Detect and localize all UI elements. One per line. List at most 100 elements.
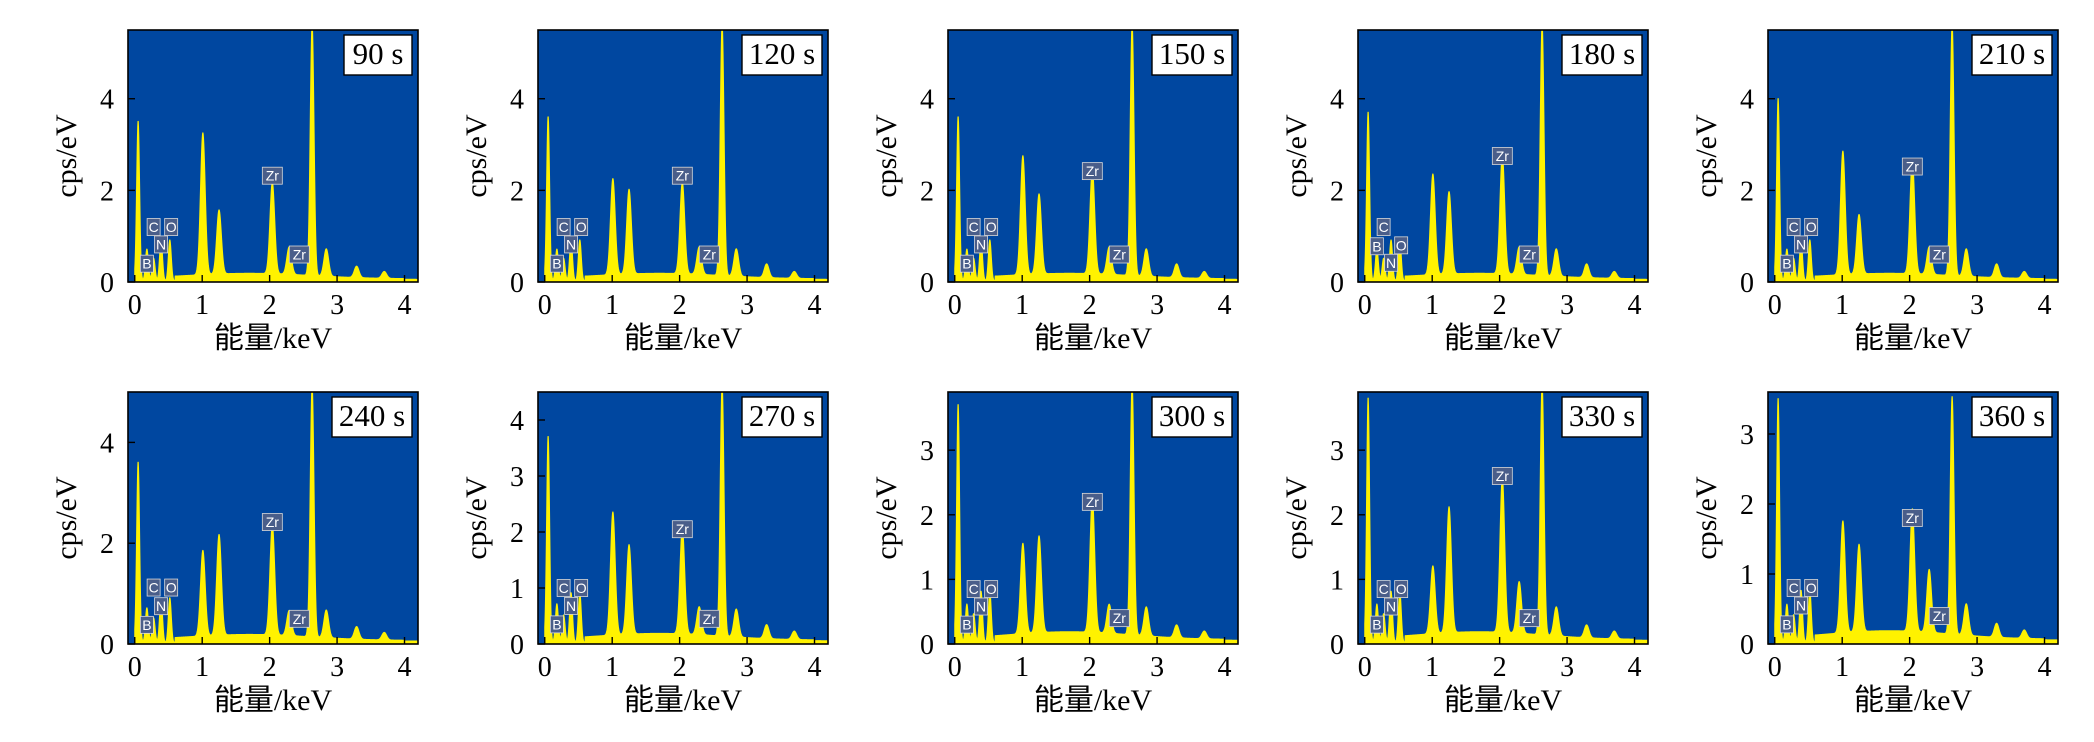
element-label-zr: Zr bbox=[698, 245, 720, 264]
y-tick-label: 2 bbox=[100, 529, 114, 560]
y-tick-label: 1 bbox=[1330, 565, 1344, 596]
svg-text:O: O bbox=[1396, 237, 1407, 253]
svg-text:Zr: Zr bbox=[293, 247, 307, 263]
y-tick-label: 0 bbox=[510, 630, 524, 661]
element-label-zr: Zr bbox=[1518, 245, 1540, 264]
x-tick-label: 4 bbox=[2038, 290, 2052, 321]
svg-text:270 s: 270 s bbox=[749, 398, 815, 433]
x-axis-label: 能量/keV bbox=[624, 684, 743, 717]
x-tick-label: 4 bbox=[398, 290, 412, 321]
x-axis-label: 能量/keV bbox=[214, 684, 333, 717]
element-label-zr: Zr bbox=[261, 513, 283, 531]
plot-frame bbox=[537, 391, 829, 645]
panel-120s: Zr Zr B CNO 0 1 2 3 4 0 2 4 能量/keV cps/eV 120 s bbox=[460, 29, 829, 355]
x-tick-label: 2 bbox=[1903, 290, 1917, 321]
x-tick-label: 2 bbox=[1493, 652, 1507, 683]
y-tick-label: 2 bbox=[510, 176, 524, 207]
y-axis-label: cps/eV bbox=[460, 476, 493, 560]
x-axis-label: 能量/keV bbox=[1034, 322, 1153, 355]
y-tick-label: 0 bbox=[1740, 268, 1754, 299]
y-tick-label: 4 bbox=[100, 85, 114, 116]
element-label-zr: Zr bbox=[1081, 162, 1103, 181]
x-axis-label: 能量/keV bbox=[1854, 684, 1973, 717]
y-tick-label: 0 bbox=[100, 630, 114, 661]
svg-text:Zr: Zr bbox=[1933, 608, 1947, 624]
element-label-b: B bbox=[1779, 615, 1794, 634]
y-tick-label: 4 bbox=[100, 428, 114, 459]
svg-text:C: C bbox=[149, 580, 159, 596]
y-axis-label: cps/eV bbox=[50, 476, 83, 560]
svg-text:240 s: 240 s bbox=[339, 398, 405, 433]
element-label-b: B bbox=[1779, 254, 1794, 273]
svg-text:Zr: Zr bbox=[1496, 468, 1510, 484]
element-label-o: O bbox=[984, 580, 999, 598]
x-tick-label: 1 bbox=[195, 652, 209, 683]
plot-frame bbox=[1357, 391, 1649, 645]
element-label-n: N bbox=[564, 235, 578, 254]
plot-frame bbox=[1357, 29, 1649, 283]
svg-text:210 s: 210 s bbox=[1979, 36, 2045, 71]
element-label-b: B bbox=[549, 615, 564, 634]
svg-text:O: O bbox=[166, 580, 177, 596]
element-label-b: B bbox=[1369, 237, 1384, 256]
element-label-b: B bbox=[139, 615, 154, 634]
x-tick-label: 3 bbox=[1970, 652, 1984, 683]
svg-text:B: B bbox=[1782, 256, 1791, 272]
x-tick-label: 3 bbox=[330, 290, 344, 321]
time-badge: 270 s bbox=[741, 396, 823, 438]
x-tick-label: 0 bbox=[1768, 652, 1782, 683]
element-label-n: N bbox=[154, 597, 168, 616]
element-label-o: O bbox=[1394, 236, 1409, 255]
element-label-o: O bbox=[1804, 218, 1819, 236]
panel-270s: Zr Zr B CNO 0 1 2 3 4 0 1 2 3 4 能量/keV cps/eV 270 s bbox=[460, 391, 829, 717]
element-label-zr: Zr bbox=[261, 166, 283, 185]
element-label-b: B bbox=[549, 254, 564, 273]
element-label-zr: Zr bbox=[1518, 609, 1540, 628]
x-tick-label: 3 bbox=[330, 652, 344, 683]
x-axis-label: 能量/keV bbox=[214, 322, 333, 355]
x-tick-label: 0 bbox=[128, 652, 142, 683]
x-tick-label: 2 bbox=[1493, 290, 1507, 321]
spectrum-area bbox=[134, 30, 418, 282]
y-tick-label: 0 bbox=[1330, 268, 1344, 299]
y-axis-label: cps/eV bbox=[50, 114, 83, 198]
panel-150s: Zr Zr B CNO 0 1 2 3 4 0 2 4 能量/keV cps/eV 150 s bbox=[870, 29, 1239, 355]
panel-240s: Zr Zr B CNO 0 1 2 3 4 0 2 4 能量/keV cps/eV 240 s bbox=[50, 391, 419, 717]
svg-text:B: B bbox=[962, 256, 971, 272]
svg-text:N: N bbox=[566, 236, 576, 252]
svg-text:B: B bbox=[1372, 238, 1381, 254]
svg-text:O: O bbox=[986, 219, 997, 235]
x-tick-label: 4 bbox=[1628, 652, 1642, 683]
x-tick-label: 0 bbox=[538, 652, 552, 683]
plot-frame bbox=[1767, 391, 2059, 645]
x-tick-label: 3 bbox=[740, 652, 754, 683]
element-label-zr: Zr bbox=[1901, 157, 1923, 176]
plot-frame bbox=[947, 29, 1239, 283]
x-tick-label: 2 bbox=[1083, 290, 1097, 321]
svg-text:B: B bbox=[552, 256, 561, 272]
y-tick-label: 0 bbox=[510, 268, 524, 299]
y-axis-label: cps/eV bbox=[870, 476, 903, 560]
x-tick-label: 3 bbox=[1560, 652, 1574, 683]
element-label-c: C bbox=[1786, 579, 1801, 597]
y-axis-label: cps/eV bbox=[1280, 114, 1313, 198]
element-label-n: N bbox=[974, 235, 988, 254]
svg-text:120 s: 120 s bbox=[749, 36, 815, 71]
svg-text:Zr: Zr bbox=[1523, 247, 1537, 263]
element-label-c: C bbox=[556, 218, 571, 236]
x-tick-label: 2 bbox=[673, 290, 687, 321]
time-badge: 300 s bbox=[1151, 396, 1233, 438]
x-tick-label: 4 bbox=[1218, 652, 1232, 683]
svg-text:Zr: Zr bbox=[1086, 163, 1100, 179]
element-label-n: N bbox=[1794, 235, 1808, 254]
x-tick-label: 0 bbox=[948, 652, 962, 683]
spectrum-area bbox=[1774, 396, 2058, 644]
element-label-zr: Zr bbox=[1491, 147, 1513, 165]
svg-text:Zr: Zr bbox=[676, 521, 690, 537]
x-tick-label: 0 bbox=[128, 290, 142, 321]
spectrum-area bbox=[1364, 392, 1648, 644]
element-label-zr: Zr bbox=[1491, 467, 1513, 485]
element-label-n: N bbox=[1384, 253, 1398, 272]
svg-text:O: O bbox=[1806, 219, 1817, 235]
